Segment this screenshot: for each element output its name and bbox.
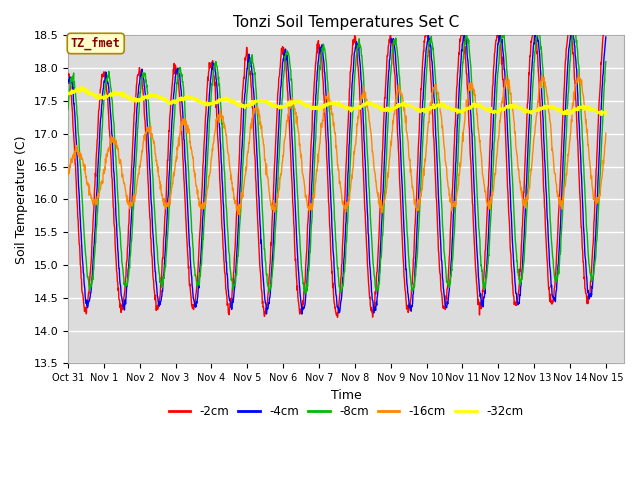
Legend: -2cm, -4cm, -8cm, -16cm, -32cm: -2cm, -4cm, -8cm, -16cm, -32cm	[164, 401, 528, 423]
X-axis label: Time: Time	[330, 389, 361, 402]
Title: Tonzi Soil Temperatures Set C: Tonzi Soil Temperatures Set C	[233, 15, 459, 30]
Y-axis label: Soil Temperature (C): Soil Temperature (C)	[15, 135, 28, 264]
Text: TZ_fmet: TZ_fmet	[71, 37, 121, 50]
